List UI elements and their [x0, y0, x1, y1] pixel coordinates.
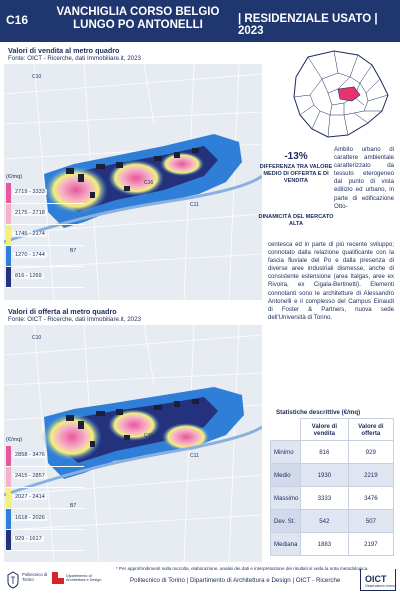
map-offer-label-c16: C16 — [144, 433, 153, 439]
polito-logo-icon — [7, 571, 19, 589]
map-sale-label-c10: C10 — [32, 74, 41, 80]
map-offer-canvas: C10 C11 C16 B7 — [4, 325, 262, 562]
legend-item: 1270 - 1744 — [6, 246, 84, 267]
zone-code: C16 — [6, 13, 29, 27]
page-header: C16 VANCHIGLIA CORSO BELGIO LUNGO PO ANT… — [0, 0, 400, 42]
legend-unit: (€/mq) — [6, 174, 23, 180]
legend-item: 2175 - 2718 — [6, 204, 84, 225]
legend-item: 2415 - 2857 — [6, 467, 84, 488]
map-offer-label-c10: C10 — [32, 335, 41, 341]
stats-title: Statistiche descrittive (€/mq) — [276, 409, 361, 416]
map-sale-label-c11: C11 — [190, 202, 199, 208]
oict-logo-text: OICT — [365, 574, 387, 584]
report-category: | RESIDENZIALE USATO | 2023 — [238, 13, 378, 37]
oict-logo: OICT Osservatorio Immobiliare Città di T… — [360, 569, 396, 591]
map-sale: C10 C11 C16 B7 (€/mq) 2719 - 3333 2175 -… — [4, 64, 262, 300]
footer-credits: Politecnico di Torino | Dipartimento di … — [130, 577, 341, 584]
description-text-part1: Ambito urbano di carattere ambientale ca… — [334, 146, 394, 210]
zone-title: VANCHIGLIA CORSO BELGIO LUNGO PO ANTONEL… — [56, 6, 220, 31]
legend-item: 929 - 1617 — [6, 530, 84, 551]
stats-header-sale: Valore di vendita — [300, 418, 349, 441]
map-sale-label-b7: B7 — [70, 248, 76, 254]
legend-unit: (€/mq) — [6, 437, 23, 443]
dad-logo-icon — [52, 572, 64, 584]
table-row: Massimo 3333 3476 — [270, 486, 395, 510]
map-sale-source: Fonte: OICT - Ricerche, dati Immobiliare… — [8, 55, 141, 62]
map-sale-title: Valori di vendita al metro quadro — [8, 46, 120, 55]
legend-item: 816 - 1269 — [6, 267, 84, 288]
legend-item: 2027 - 2414 — [6, 488, 84, 509]
map-offer-label-c11: C11 — [190, 453, 199, 459]
table-row: Mediana 1883 2197 — [270, 532, 395, 556]
legend-item: 2719 - 3333 — [6, 183, 84, 204]
table-row: Medio 1930 2219 — [270, 463, 395, 487]
map-offer-source: Fonte: OICT - Ricerche, dati Immobiliare… — [8, 316, 141, 323]
kpi-difference-description: DIFFERENZA TRA VALORE MEDIO DI OFFERTA E… — [259, 164, 333, 184]
map-offer-legend: (€/mq) 2858 - 3476 2415 - 2857 2027 - 24… — [6, 437, 84, 551]
description-text-part2: centesca ed in parte di più recente svil… — [268, 241, 394, 321]
legend-item: 1745 - 2174 — [6, 225, 84, 246]
table-row: Dev. St. 542 507 — [270, 509, 395, 533]
legend-item: 1618 - 2026 — [6, 509, 84, 530]
polito-logo-text: Politecnico di Torino — [22, 572, 48, 582]
map-sale-legend: (€/mq) 2719 - 3333 2175 - 2718 1745 - 21… — [6, 174, 84, 288]
stats-header-offer: Valore di offerta — [347, 418, 395, 441]
stats-table: Valore di vendita Valore di offerta Mini… — [270, 418, 395, 556]
oict-logo-subtext: Osservatorio Immobiliare Città di Torino — [365, 584, 395, 588]
legend-item: 2858 - 3476 — [6, 446, 84, 467]
kpi-market-dynamism: DINAMICITÀ DEL MERCATO ALTA — [258, 214, 334, 227]
map-sale-canvas: C10 C11 C16 B7 — [4, 64, 262, 300]
map-offer: C10 C11 C16 B7 (€/mq) 2858 - 3476 2415 -… — [4, 325, 262, 562]
map-sale-label-c16: C16 — [144, 180, 153, 186]
table-row: Minimo 816 929 — [270, 440, 395, 464]
kpi-difference-percent: -13% — [284, 151, 308, 162]
city-inset-map — [288, 49, 394, 141]
methodology-note: * Per approfondimenti sulla raccolta, el… — [116, 566, 369, 571]
map-offer-label-b7: B7 — [70, 503, 76, 509]
map-offer-title: Valori di offerta al metro quadro — [8, 307, 117, 316]
dad-logo-text: Dipartimento di Architettura e Design — [66, 574, 102, 583]
